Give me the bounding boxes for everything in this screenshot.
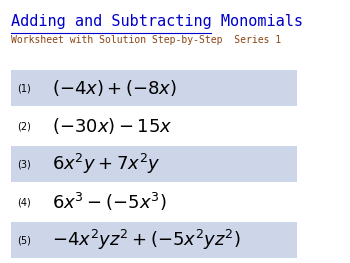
Text: Adding and Subtracting Monomials: Adding and Subtracting Monomials xyxy=(11,14,303,29)
Bar xyxy=(11,108,298,144)
Text: $-4x^2yz^2 + (-5x^2yz^2)$: $-4x^2yz^2 + (-5x^2yz^2)$ xyxy=(52,228,241,252)
Text: Worksheet with Solution Step-by-Step  Series 1: Worksheet with Solution Step-by-Step Ser… xyxy=(11,35,281,45)
Text: (5): (5) xyxy=(17,235,31,245)
Text: (4): (4) xyxy=(17,197,31,207)
Text: (1): (1) xyxy=(17,83,31,93)
Bar xyxy=(11,146,298,182)
Text: $6x^3 - (-5x^3)$: $6x^3 - (-5x^3)$ xyxy=(52,191,167,213)
Bar xyxy=(11,70,298,106)
Bar xyxy=(11,222,298,258)
Text: (2): (2) xyxy=(17,121,31,131)
Text: $(-4x) + (-8x)$: $(-4x) + (-8x)$ xyxy=(52,78,177,98)
Text: $(-30x) - 15x$: $(-30x) - 15x$ xyxy=(52,116,173,136)
Text: (3): (3) xyxy=(17,159,31,169)
Bar xyxy=(11,184,298,220)
Text: $6x^2y + 7x^2y$: $6x^2y + 7x^2y$ xyxy=(52,152,161,176)
